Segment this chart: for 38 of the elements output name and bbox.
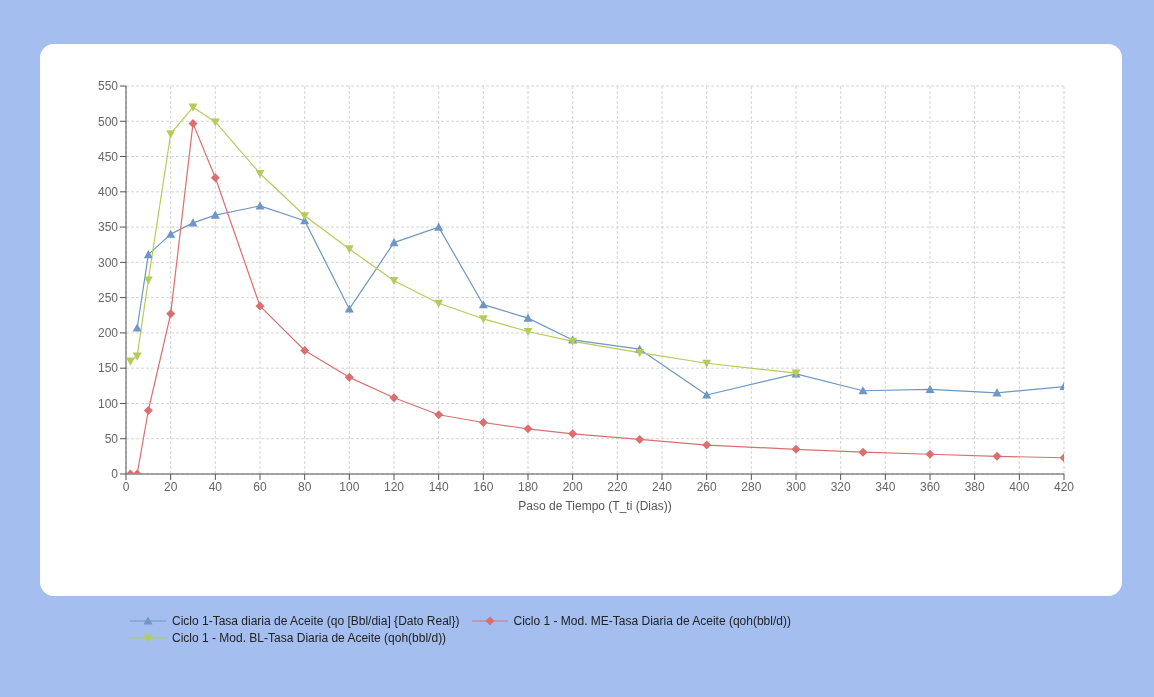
x-tick-label: 340 — [875, 479, 896, 494]
x-tick-label: 200 — [562, 479, 583, 494]
legend-label: Ciclo 1 - Mod. BL-Tasa Diaria de Aceite (qoh(bbl/d)) — [172, 630, 447, 645]
x-tick-label: 80 — [297, 479, 312, 494]
y-tick-label: 250 — [97, 290, 119, 305]
x-tick-label: 140 — [428, 479, 449, 494]
x-tick-label: 20 — [163, 479, 178, 494]
x-tick-label: 40 — [208, 479, 223, 494]
x-tick-label: 100 — [339, 479, 360, 494]
y-tick-label: 200 — [97, 326, 119, 341]
x-tick-label: 300 — [785, 479, 807, 494]
x-tick-label: 420 — [1053, 479, 1075, 494]
y-tick-label: 350 — [97, 220, 119, 235]
x-tick-label: 160 — [473, 479, 494, 494]
y-tick-label: 550 — [97, 79, 119, 94]
x-tick-label: 280 — [741, 479, 762, 494]
x-axis-title: Paso de Tiempo (T_ti (Dias)) — [518, 499, 672, 513]
x-tick-label: 180 — [517, 479, 539, 494]
x-tick-label: 220 — [607, 479, 628, 494]
x-tick-label: 120 — [383, 479, 405, 494]
x-tick-label: 360 — [919, 479, 941, 494]
x-tick-label: 60 — [253, 479, 267, 494]
x-tick-label: 260 — [696, 479, 717, 494]
y-tick-label: 400 — [97, 185, 119, 200]
y-tick-label: 300 — [97, 255, 119, 270]
y-tick-label: 0 — [111, 467, 119, 482]
y-tick-label: 450 — [97, 149, 119, 164]
x-tick-label: 0 — [122, 479, 130, 494]
y-tick-label: 100 — [97, 396, 119, 411]
legend-label: Ciclo 1-Tasa diaria de Aceite (qo [Bbl/dia] {Dato Real}) — [172, 613, 460, 628]
x-tick-label: 400 — [1009, 479, 1030, 494]
x-tick-label: 240 — [651, 479, 673, 494]
y-tick-label: 500 — [97, 114, 119, 129]
y-tick-label: 50 — [104, 431, 119, 446]
legend-label: Ciclo 1 - Mod. ME-Tasa Diaria de Aceite (qoh(bbl/d)) — [513, 613, 791, 628]
y-tick-label: 150 — [97, 361, 119, 376]
x-tick-label: 320 — [830, 479, 851, 494]
x-tick-label: 380 — [964, 479, 985, 494]
